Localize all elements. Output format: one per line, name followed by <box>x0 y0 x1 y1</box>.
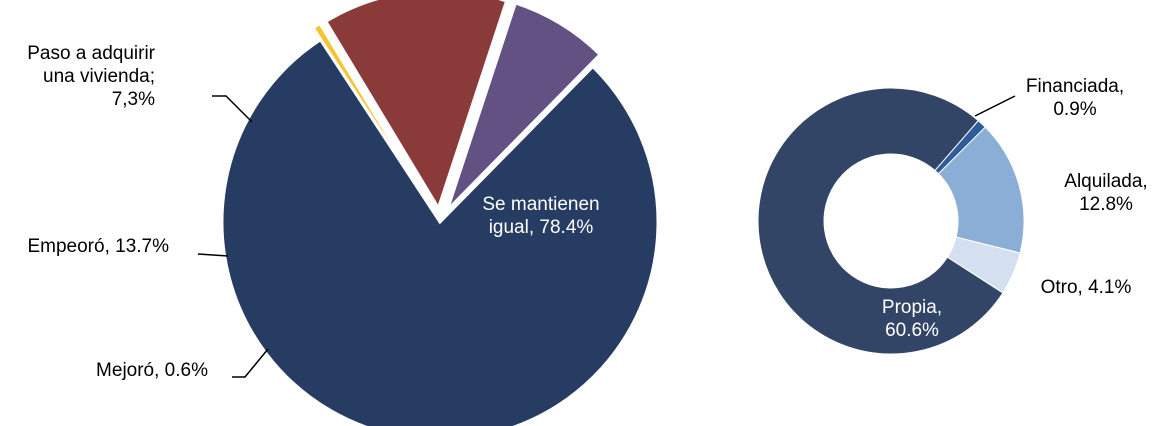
pie-leader-paso-a-adquirir-una-vivienda <box>212 95 253 123</box>
pie-slice-mejoro <box>310 21 434 211</box>
pie-slice-empeoro <box>323 0 509 212</box>
pie-label-empeoro: Empeoró, 13.7% <box>27 236 169 257</box>
pie-slice-paso-a-adquirir-una-vivienda <box>445 1 603 212</box>
donut-slice-propia <box>757 87 1004 355</box>
donut-leader-financiada <box>974 95 1016 117</box>
donut-label-otro: Otro, 4.1% <box>1041 277 1132 298</box>
donut-label-alquilada: Alquilada, 12.8% <box>1064 171 1147 215</box>
pie-slice-se-mantienen-igual <box>220 37 660 426</box>
pie-leader-empeoro <box>197 253 229 257</box>
pie-label-se-mantienen-igual: Se mantienen igual, 78.4% <box>482 194 599 238</box>
pie-label-paso-a-adquirir-una-vivienda: Paso a adquirir una vivienda; 7,3% <box>27 43 155 110</box>
pie-leader-mejoro <box>232 348 269 378</box>
donut-label-propia: Propia, 60.6% <box>882 297 942 341</box>
pie-label-mejoro: Mejoró, 0.6% <box>96 360 208 381</box>
donut-label-financiada: Financiada, 0.9% <box>1026 76 1124 120</box>
